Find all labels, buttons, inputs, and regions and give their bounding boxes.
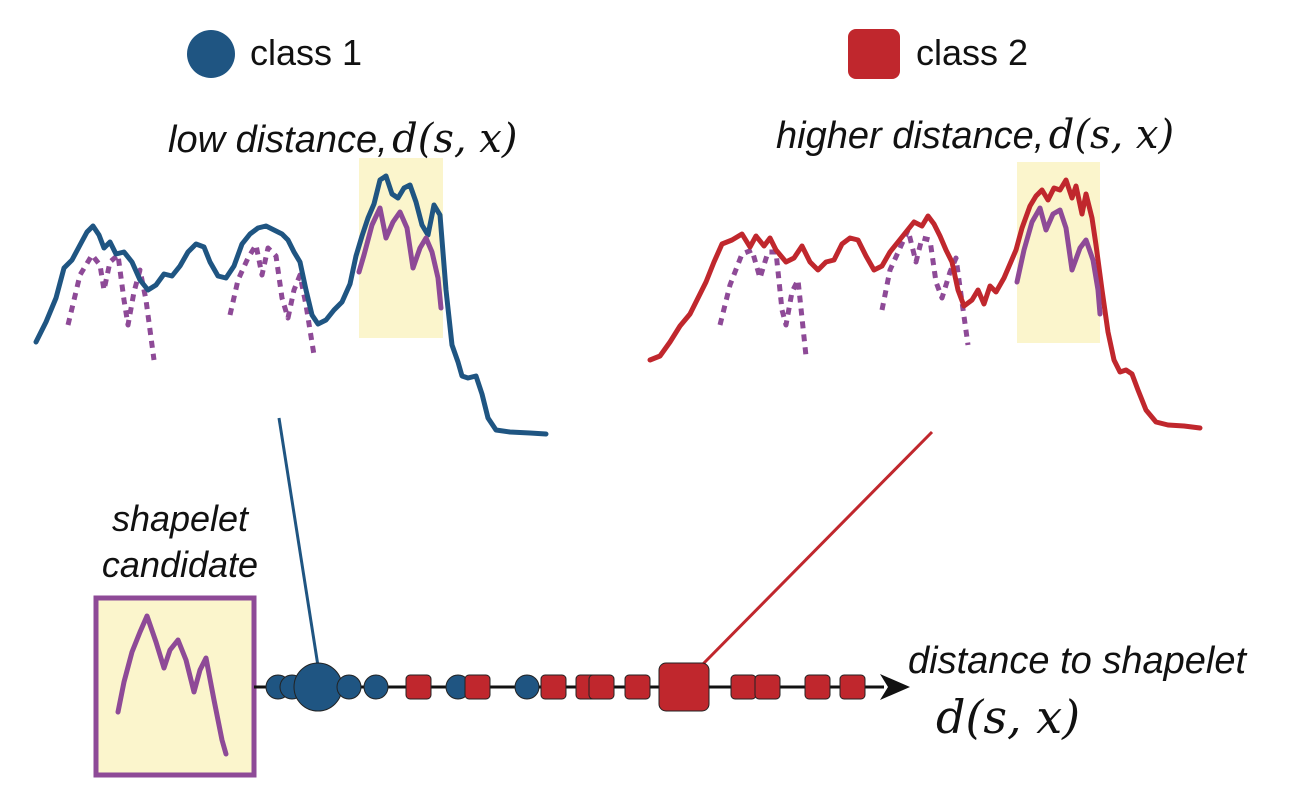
candidate-label-line2: candidate — [101, 544, 259, 585]
class1-connector-line — [277, 417, 320, 667]
class2-series — [647, 177, 1203, 431]
right-panel-caption: higher distance, d(s, x) — [776, 112, 1174, 158]
distance-points — [265, 662, 866, 712]
class2-point — [804, 674, 831, 700]
distance-axis-arrowhead — [880, 674, 910, 700]
class2-point — [405, 674, 432, 700]
axis-math-label: d(s, x) — [936, 690, 1081, 744]
class2-point — [730, 674, 757, 700]
candidate-label-line1: shapelet — [111, 498, 249, 539]
left-matched-shapelet — [356, 205, 444, 311]
class2-point-highlighted — [658, 662, 710, 712]
class1-point — [336, 674, 362, 700]
class1-legend-marker — [187, 30, 235, 78]
right-caption-math: d(s, x) — [1048, 112, 1175, 158]
class1-point — [363, 674, 389, 700]
class1-point — [514, 674, 540, 700]
class2-point — [464, 674, 491, 700]
class2-point — [588, 674, 615, 700]
class1-legend-label: class 1 — [250, 32, 363, 73]
left-caption-math: d(s, x) — [392, 116, 518, 162]
class2-point — [754, 674, 781, 700]
axis-label: distance to shapelet — [908, 640, 1247, 682]
right-matched-shapelet — [1014, 205, 1103, 317]
class2-connector-line — [700, 430, 934, 667]
left-panel-caption: low distance, d(s, x) — [168, 116, 517, 162]
right-caption-text: higher distance, — [776, 115, 1045, 157]
class1-point-highlighted — [293, 662, 343, 712]
class2-point — [540, 674, 567, 700]
left-shapelet-dotted-copies — [65, 242, 317, 361]
shapelet-candidate-curve — [115, 613, 229, 757]
class2-legend-marker — [848, 29, 900, 79]
class2-legend-label: class 2 — [916, 32, 1029, 73]
shapelet-candidate-box — [93, 595, 257, 778]
class2-point — [839, 674, 866, 700]
right-shapelet-dotted-copies — [717, 227, 971, 357]
shapelet-candidate-label: shapelet candidate — [80, 496, 280, 588]
class2-point — [624, 674, 651, 700]
left-caption-text: low distance, — [168, 119, 388, 161]
class1-series — [33, 173, 549, 437]
